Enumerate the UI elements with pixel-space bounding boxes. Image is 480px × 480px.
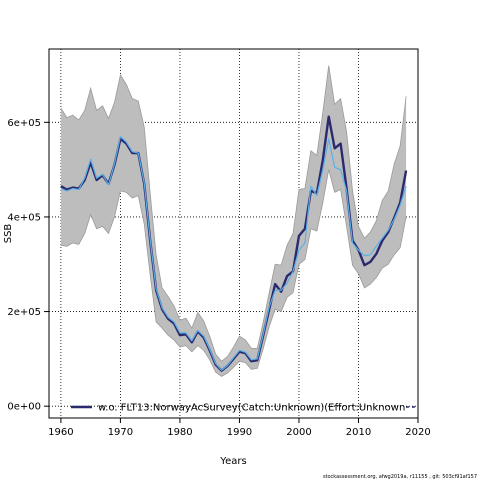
y-tick-label: 2e+05 [7,307,41,318]
y-tick-label: 0e+00 [7,402,41,413]
x-tick-label: 2010 [346,427,371,438]
legend-label: w.o. FLT13:NorwayAcSurvey(Catch:Unknown)… [98,403,405,414]
confidence-lower-line [60,169,407,377]
confidence-band [60,65,407,377]
x-tick-label: 2000 [286,427,311,438]
footer-credit: stockassessment.org, afwg2019a, r11155 ,… [323,474,477,480]
x-tick-label: 2020 [405,427,430,438]
x-tick-label: 1980 [167,427,192,438]
y-tick-label: 4e+05 [7,212,41,223]
x-tick-label: 1960 [48,427,73,438]
y-axis-title: SSB [3,224,14,244]
series-lines [60,115,408,372]
y-tick-label: 6e+05 [7,118,41,129]
series-line-alt [60,135,407,371]
x-axis-title: Years [219,456,246,467]
plot-frame [48,48,419,419]
y-axis: 0e+00 2e+05 4e+05 6e+05 [7,118,49,413]
x-tick-label: 1990 [227,427,252,438]
x-axis: 1960 1970 1980 1990 2000 2010 2020 [48,418,431,438]
legend: w.o. FLT13:NorwayAcSurvey(Catch:Unknown)… [71,403,418,414]
x-tick-label: 1970 [108,427,133,438]
confidence-upper-line [60,65,407,362]
